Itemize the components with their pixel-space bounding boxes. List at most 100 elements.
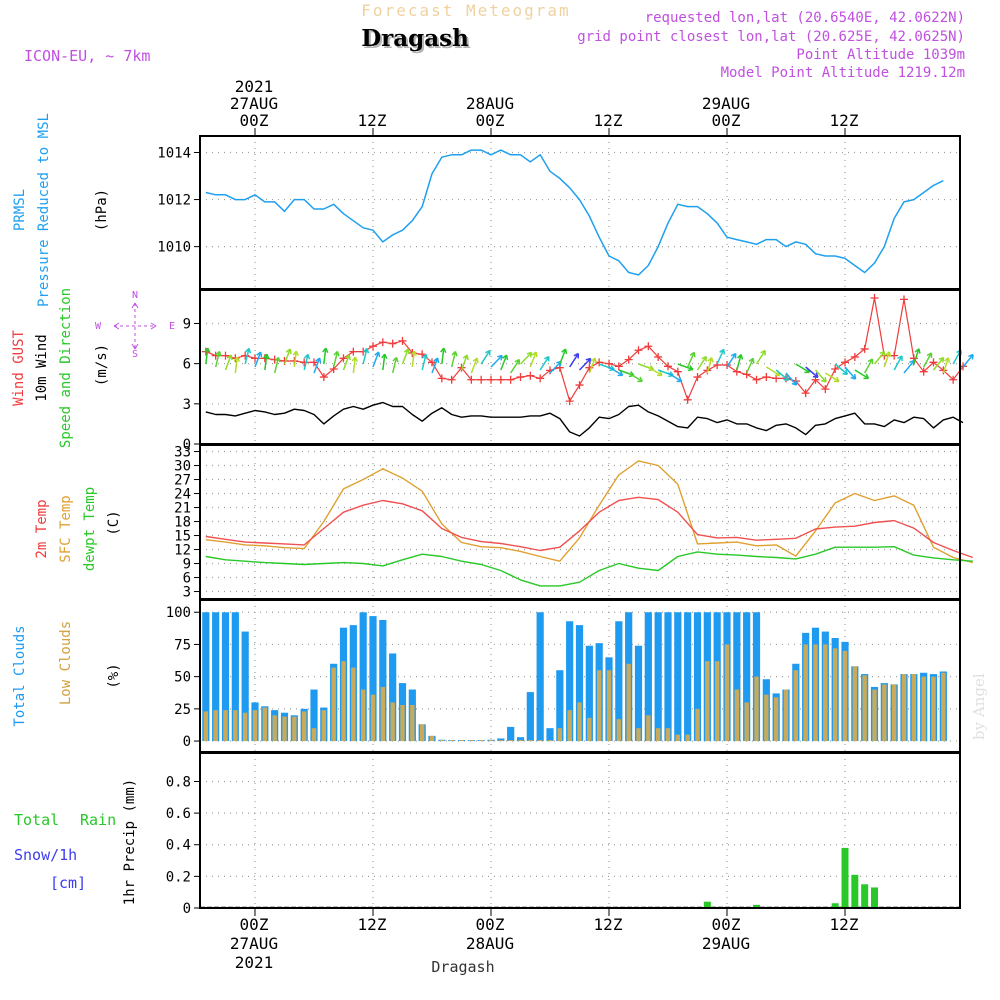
time-axis-label-bottom: 28AUG xyxy=(466,934,514,953)
low-cloud-bar xyxy=(793,670,799,742)
wind-direction-arrowhead xyxy=(561,348,568,355)
wind-direction-arrowhead xyxy=(687,365,694,372)
wind-gust-marker xyxy=(437,374,446,383)
wind-direction-arrow xyxy=(352,357,357,374)
low-cloud-bar xyxy=(714,661,720,742)
low-cloud-bar xyxy=(803,644,808,742)
wind-gust-marker xyxy=(841,358,849,367)
low-cloud-bar xyxy=(459,740,464,742)
temp-label-2m: 2m Temp xyxy=(34,499,50,558)
total-cloud-bar xyxy=(644,612,652,742)
wind-direction-arrowhead xyxy=(472,357,479,364)
wind-direction-arrow xyxy=(578,357,592,371)
wind-gust-marker xyxy=(634,346,643,355)
time-axis-label-top: 00Z xyxy=(240,111,269,130)
wind-speed-line xyxy=(205,401,964,437)
wind-gust-marker xyxy=(516,373,525,382)
low-cloud-bar xyxy=(911,674,917,742)
low-cloud-bar xyxy=(252,710,258,742)
wind-label-speed-direction: Speed and Direction xyxy=(58,288,74,448)
wind-gust-marker xyxy=(870,294,879,303)
wind-direction-arrow xyxy=(873,351,886,365)
total-cloud-bar xyxy=(674,612,682,742)
wind-direction-arrowhead xyxy=(440,347,447,353)
wind-direction-arrowhead xyxy=(421,353,429,360)
low-cloud-bar xyxy=(773,697,779,742)
wind-direction-arrow xyxy=(647,366,663,377)
y-tick-label: 0.6 xyxy=(166,806,191,822)
wind-direction-arrowhead xyxy=(403,348,410,355)
wind-direction-arrow xyxy=(686,352,695,368)
wind-direction-arrow xyxy=(775,369,789,381)
wind-direction-arrowhead xyxy=(897,355,903,361)
low-cloud-bar xyxy=(370,694,376,742)
wind-direction-arrowhead xyxy=(462,354,469,361)
y-tick-label: 21 xyxy=(174,501,191,517)
wind-direction-arrow xyxy=(677,363,694,371)
wind-direction-arrow xyxy=(293,351,298,368)
total-cloud-bar xyxy=(585,645,593,742)
y-tick-label: 50 xyxy=(174,670,191,686)
point-altitude: Point Altitude 1039m xyxy=(796,47,965,63)
wind-direction-arrow xyxy=(569,353,579,368)
wind-direction-arrowhead xyxy=(914,348,921,354)
wind-direction-arrowhead xyxy=(451,350,458,357)
wind-direction-arrowhead xyxy=(707,357,714,363)
time-axis-label-bottom: 00Z xyxy=(240,915,269,934)
wind-direction-arrow xyxy=(962,354,974,368)
time-axis-label-top: 29AUG xyxy=(702,94,750,113)
low-cloud-bar xyxy=(754,676,759,742)
precip-label-rain: Rain xyxy=(80,811,116,829)
time-axis-label-bottom: 00Z xyxy=(476,915,505,934)
low-cloud-bar xyxy=(931,676,936,742)
low-cloud-bar xyxy=(587,717,592,742)
low-cloud-bar xyxy=(537,740,543,742)
low-cloud-bar xyxy=(213,710,218,742)
wind-direction-arrow xyxy=(224,354,232,371)
wind-direction-arrowhead xyxy=(233,356,240,362)
pressure-label-msl: Pressure Reduced to MSL xyxy=(36,113,52,307)
wind-gust-marker xyxy=(693,373,702,382)
wind-gust-marker xyxy=(319,373,328,382)
wind-direction-arrow xyxy=(854,369,869,380)
wind-gust-marker xyxy=(378,338,387,347)
wind-gust-marker xyxy=(418,350,427,359)
low-cloud-bar xyxy=(665,728,671,742)
low-cloud-bar xyxy=(547,740,553,742)
total-cloud-bar xyxy=(566,621,574,742)
y-tick-label: 0.2 xyxy=(166,869,191,885)
pressure-panel-labels: PRMSL Pressure Reduced to MSL (hPa) xyxy=(12,113,110,307)
wind-direction-arrow xyxy=(372,351,380,368)
wind-gust-marker xyxy=(457,363,466,372)
wind-direction-arrow xyxy=(382,354,386,371)
wind-gust-marker xyxy=(929,358,938,367)
wind-direction-arrowhead xyxy=(867,358,874,364)
wind-direction-arrow xyxy=(401,348,409,365)
wind-direction-arrowhead xyxy=(215,350,222,357)
wind-direction-arrowhead xyxy=(374,351,381,358)
y-tick-label: 24 xyxy=(174,487,191,503)
total-cloud-bar xyxy=(310,689,318,742)
wind-gust-marker xyxy=(575,381,584,390)
wind-direction-arrow xyxy=(745,358,754,374)
y-tick-label: 6 xyxy=(183,357,191,373)
watermark: by Angel xyxy=(970,673,988,740)
time-axis-label-top: 00Z xyxy=(712,111,741,130)
wind-direction-arrow xyxy=(323,348,327,365)
low-cloud-bar xyxy=(410,704,415,742)
time-axis-label-bottom: 12Z xyxy=(358,915,387,934)
wind-direction-arrow xyxy=(559,348,567,365)
time-axis-label-bottom: 00Z xyxy=(712,915,741,934)
low-cloud-bar xyxy=(862,675,867,742)
wind-direction-arrow xyxy=(608,366,624,377)
low-cloud-bar xyxy=(478,740,484,742)
time-axis-label-bottom: 29AUG xyxy=(702,934,750,953)
wind-direction-arrow xyxy=(696,356,707,371)
grid-point-coordinates: grid point closest lon,lat (20.625E, 42.… xyxy=(577,29,965,45)
wind-direction-arrowhead xyxy=(944,357,951,363)
low-cloud-bar xyxy=(242,712,248,742)
low-cloud-bar xyxy=(636,728,641,742)
wind-direction-arrowhead xyxy=(637,376,643,383)
compass-rose: N W E S xyxy=(95,290,175,360)
total-cloud-bar xyxy=(654,612,662,742)
